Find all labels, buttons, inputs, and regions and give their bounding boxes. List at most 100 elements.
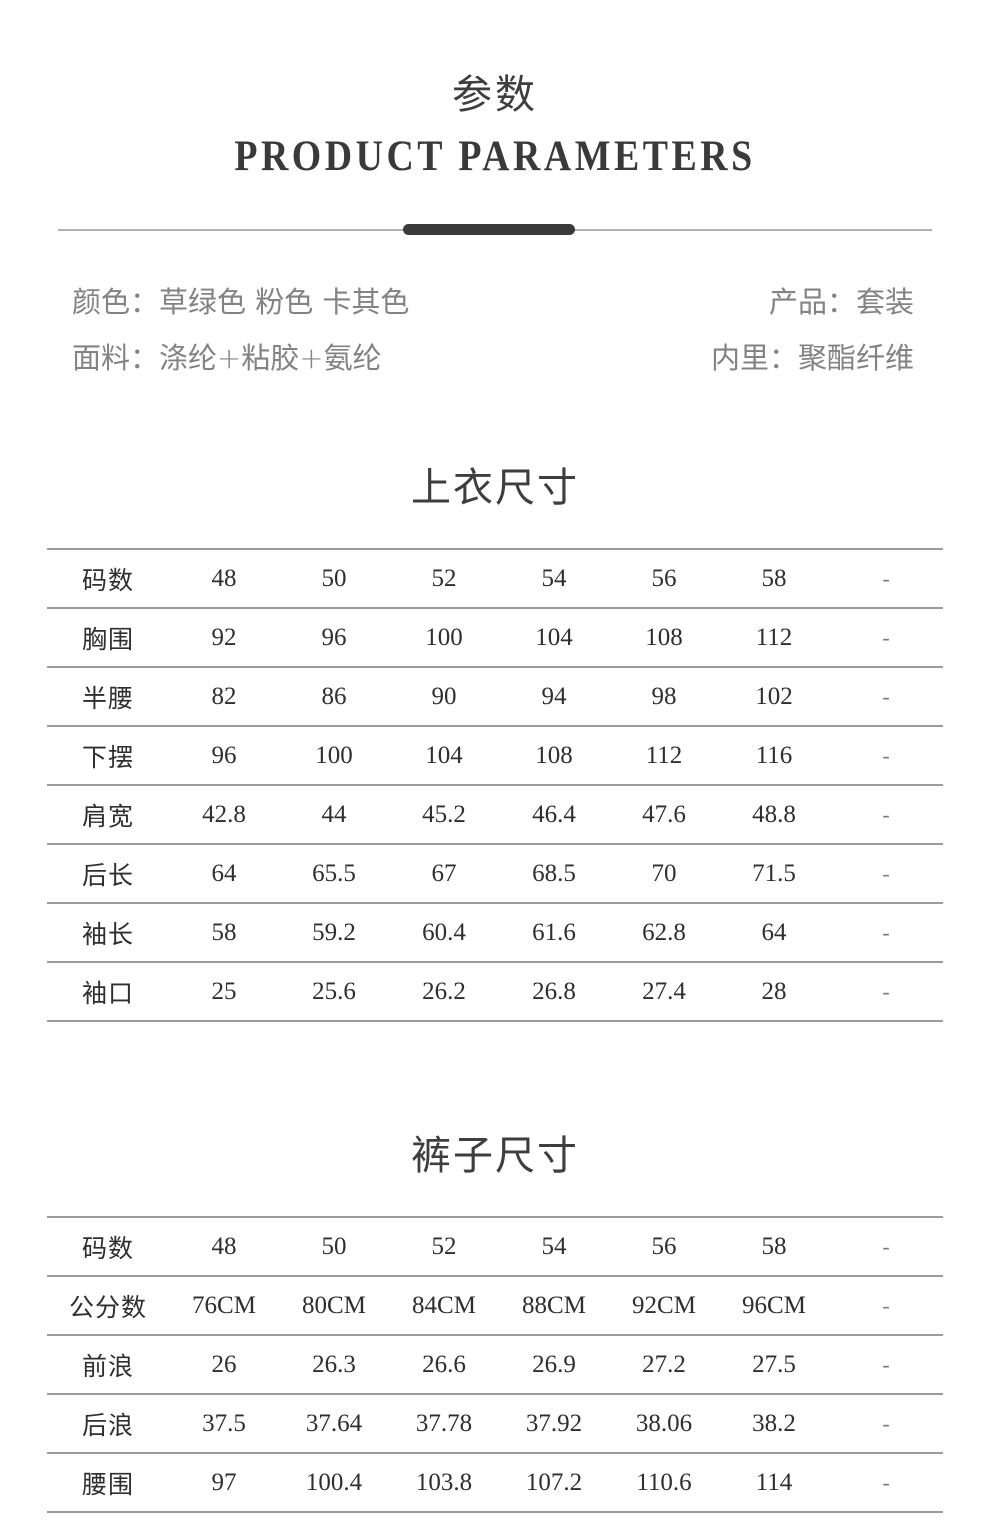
row-label: 码数: [81, 1233, 134, 1263]
jacket-size-table: 码数 48 50 52 54 56 58 - 胸围 92 96 100 104 …: [47, 548, 943, 1022]
cell: 104: [535, 623, 573, 651]
cell: 60.4: [422, 918, 466, 946]
row-label: 半腰: [81, 683, 134, 713]
cell: 48: [211, 564, 237, 592]
spec-row: 颜色：草绿色 粉色 卡其色 产品：套装: [72, 282, 918, 322]
cell-empty: -: [882, 1410, 890, 1436]
row-label: 下摆: [81, 742, 134, 772]
cell-empty: -: [882, 624, 890, 650]
cell: 54: [541, 1232, 567, 1260]
cell: 48.8: [752, 800, 796, 828]
cell: 38.2: [752, 1409, 796, 1437]
page-title-cn: 参数: [452, 72, 538, 118]
cell: 59.2: [312, 918, 356, 946]
cell: 96CM: [742, 1291, 806, 1319]
section-title-pants: 裤子尺寸: [411, 1133, 579, 1179]
cell: 100: [425, 623, 463, 651]
cell: 70: [651, 859, 677, 887]
cell: 58: [761, 1232, 787, 1260]
table-row: 前浪 26 26.3 26.6 26.9 27.2 27.5 -: [47, 1335, 943, 1394]
cell: 50: [321, 564, 347, 592]
cell-empty: -: [882, 978, 890, 1004]
cell: 25.6: [312, 977, 356, 1005]
table-row: 袖长 58 59.2 60.4 61.6 62.8 64 -: [47, 903, 943, 962]
table-row: 下摆 96 100 104 108 112 116 -: [47, 726, 943, 785]
jacket-table-body: 码数 48 50 52 54 56 58 - 胸围 92 96 100 104 …: [47, 549, 943, 1021]
cell: 96: [211, 741, 237, 769]
cell: 112: [645, 741, 683, 769]
header-divider: [58, 222, 932, 238]
spec-color: 颜色：草绿色 粉色 卡其色: [72, 285, 410, 319]
cell: 114: [755, 1468, 793, 1496]
cell: 52: [431, 564, 457, 592]
cell: 37.92: [525, 1409, 583, 1437]
cell: 94: [541, 682, 567, 710]
row-label: 码数: [81, 565, 134, 595]
cell: 50: [321, 1232, 347, 1260]
spec-fabric: 面料：涤纶+粘胶+氨纶: [72, 341, 382, 375]
cell: 86: [321, 682, 347, 710]
cell: 108: [645, 623, 683, 651]
table-row: 胸围 92 96 100 104 108 112 -: [47, 608, 943, 667]
cell: 108: [535, 741, 573, 769]
cell: 27.4: [642, 977, 686, 1005]
cell: 103.8: [415, 1468, 473, 1496]
cell: 58: [761, 564, 787, 592]
table-row: 肩宽 42.8 44 45.2 46.4 47.6 48.8 -: [47, 785, 943, 844]
table-row: 公分数 76CM 80CM 84CM 88CM 92CM 96CM -: [47, 1276, 943, 1335]
cell: 45.2: [422, 800, 466, 828]
cell: 90: [431, 682, 457, 710]
cell: 46.4: [532, 800, 576, 828]
spec-list: 颜色：草绿色 粉色 卡其色 产品：套装 面料：涤纶+粘胶+氨纶 内里：聚酯纤维: [72, 282, 918, 378]
spec-product: 产品：套装: [768, 285, 914, 319]
cell: 26.8: [532, 977, 576, 1005]
row-label: 袖长: [81, 919, 134, 949]
table-row: 半腰 82 86 90 94 98 102 -: [47, 667, 943, 726]
cell: 104: [425, 741, 463, 769]
table-row: 后长 64 65.5 67 68.5 70 71.5 -: [47, 844, 943, 903]
cell: 42.8: [202, 800, 246, 828]
cell: 48: [211, 1232, 237, 1260]
cell: 44: [321, 800, 347, 828]
cell: 96: [321, 623, 347, 651]
pants-table-body: 码数 48 50 52 54 56 58 - 公分数 76CM 80CM 84C…: [47, 1217, 943, 1512]
table-row: 后浪 37.5 37.64 37.78 37.92 38.06 38.2 -: [47, 1394, 943, 1453]
cell: 80CM: [302, 1291, 366, 1319]
row-label: 公分数: [68, 1292, 147, 1322]
page-title-en: PRODUCT PARAMETERS: [234, 133, 756, 180]
table-row: 码数 48 50 52 54 56 58 -: [47, 1217, 943, 1276]
cell: 56: [651, 564, 677, 592]
cell: 58: [211, 918, 237, 946]
pants-size-table: 码数 48 50 52 54 56 58 - 公分数 76CM 80CM 84C…: [47, 1216, 943, 1513]
cell: 26: [211, 1350, 237, 1378]
cell-empty: -: [882, 1233, 890, 1259]
cell: 82: [211, 682, 237, 710]
cell: 64: [211, 859, 237, 887]
cell-empty: -: [882, 683, 890, 709]
cell: 92: [211, 623, 237, 651]
cell: 88CM: [522, 1291, 586, 1319]
cell: 26.6: [422, 1350, 466, 1378]
cell: 26.3: [312, 1350, 356, 1378]
table-row: 袖口 25 25.6 26.2 26.8 27.4 28 -: [47, 962, 943, 1021]
cell: 27.5: [752, 1350, 796, 1378]
cell: 64: [761, 918, 787, 946]
cell: 38.06: [635, 1409, 693, 1437]
cell: 100.4: [305, 1468, 363, 1496]
cell-empty: -: [882, 1292, 890, 1318]
row-label: 后浪: [81, 1410, 134, 1440]
row-label: 前浪: [81, 1351, 134, 1381]
cell-empty: -: [882, 1469, 890, 1495]
cell: 76CM: [192, 1291, 256, 1319]
cell: 27.2: [642, 1350, 686, 1378]
cell: 100: [315, 741, 353, 769]
cell-empty: -: [882, 565, 890, 591]
spec-row: 面料：涤纶+粘胶+氨纶 内里：聚酯纤维: [72, 338, 918, 378]
page-header: 参数 PRODUCT PARAMETERS: [0, 0, 990, 182]
cell-empty: -: [882, 919, 890, 945]
cell: 37.64: [305, 1409, 363, 1437]
table-row: 码数 48 50 52 54 56 58 -: [47, 549, 943, 608]
cell: 112: [755, 623, 793, 651]
cell: 52: [431, 1232, 457, 1260]
cell: 116: [755, 741, 793, 769]
